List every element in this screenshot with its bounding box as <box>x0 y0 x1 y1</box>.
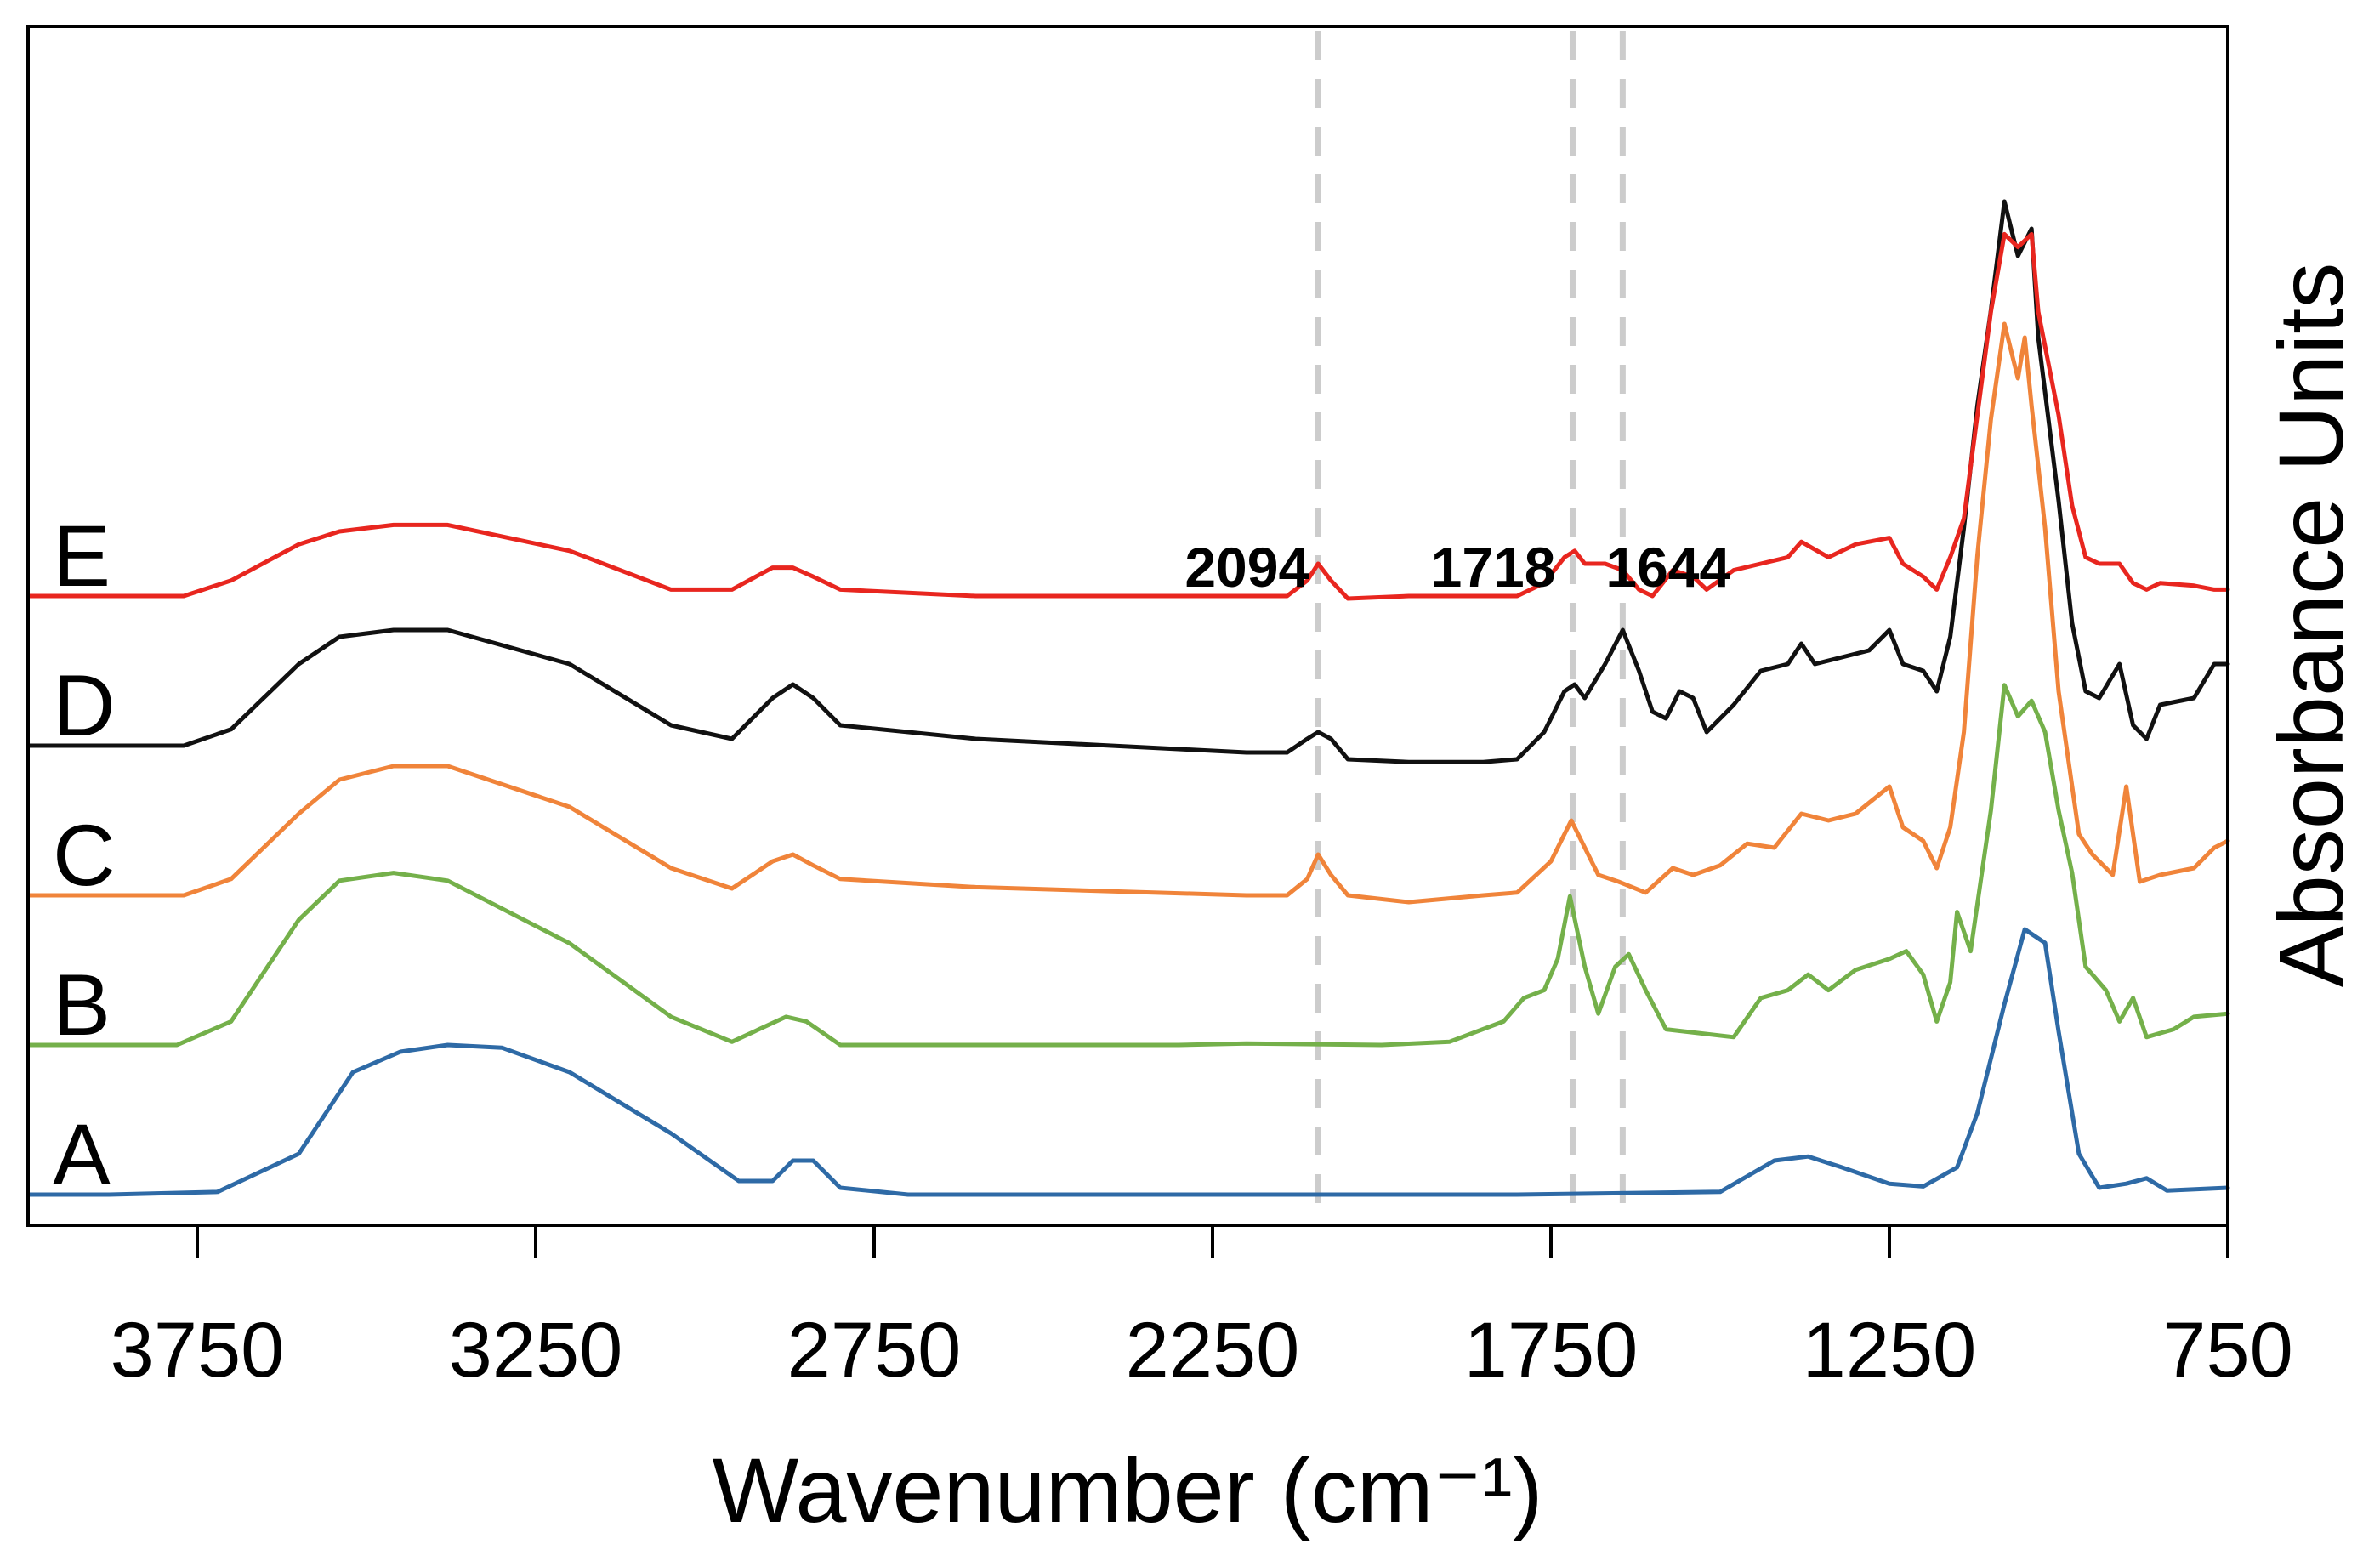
x-tick-label-2750: 2750 <box>787 1307 962 1394</box>
reference-line-label-2094: 2094 <box>1184 536 1309 599</box>
series-line-e <box>26 231 2230 601</box>
y-axis-title: Absorbance Units <box>2259 263 2362 987</box>
series-label-d: D <box>53 657 116 754</box>
reference-lines <box>1315 31 1626 1222</box>
series-line-c <box>26 321 2230 905</box>
series-label-e: E <box>53 508 111 605</box>
x-axis-ticks: 3750 3250 2750 2250 1750 1250 750 <box>111 1225 2293 1394</box>
series-line-d <box>26 199 2230 764</box>
x-tick-label-750: 750 <box>2162 1307 2293 1394</box>
reference-line-label-1718: 1718 <box>1431 536 1556 599</box>
x-tick-label-3250: 3250 <box>449 1307 623 1394</box>
series-label-b: B <box>53 957 111 1053</box>
reference-line-labels: 2094 1718 1644 <box>1184 536 1730 599</box>
plot-frame <box>26 25 2229 1227</box>
reference-line-label-1644: 1644 <box>1605 536 1730 599</box>
x-axis-title: Wavenumber (cm⁻¹) <box>712 1439 1542 1541</box>
series-line-b <box>26 683 2230 1048</box>
x-tick-label-1750: 1750 <box>1464 1307 1639 1394</box>
x-tick-label-2250: 2250 <box>1126 1307 1300 1394</box>
series-label-a: A <box>53 1106 111 1203</box>
x-tick-label-3750: 3750 <box>111 1307 285 1394</box>
x-tick-label-1250: 1250 <box>1803 1307 1977 1394</box>
series-line-a <box>26 927 2230 1197</box>
spectra-series <box>26 199 2230 1197</box>
series-label-c: C <box>53 807 116 904</box>
